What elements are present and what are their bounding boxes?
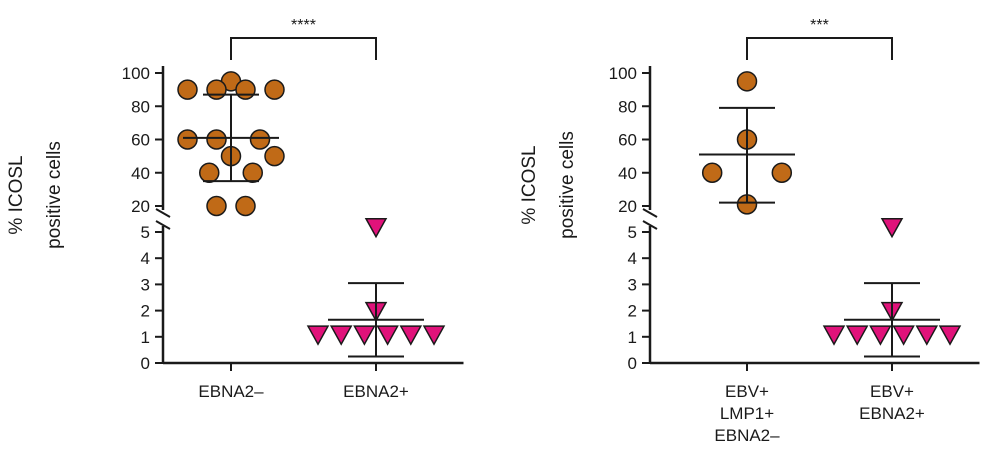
chart-2: 20 40 60 80 100 0 1 2 3 4 5 % ICOSL positive cells EB…: [519, 17, 980, 445]
y-tick-label: 2: [628, 302, 637, 321]
data-point-circle: [264, 79, 285, 100]
data-point-circle: [199, 162, 220, 183]
y-tick-label: 1: [141, 328, 150, 347]
data-point-circle: [736, 71, 758, 92]
significance-bracket: [746, 37, 893, 60]
x-category-label: EBV+: [725, 382, 769, 401]
data-point-triangle: [376, 325, 399, 346]
data-point-circle: [206, 79, 227, 100]
y-tick-label: 60: [131, 131, 150, 150]
x-category-label: LMP1+: [720, 404, 774, 423]
y-tick-label: 40: [618, 164, 637, 183]
axis-break-mark: [155, 220, 171, 230]
y-tick-label: 20: [131, 197, 150, 216]
x-category-label: EBNA2+: [343, 382, 409, 401]
y-axis-label: % ICOSL: [519, 145, 540, 224]
data-point-circle: [206, 129, 227, 150]
axis-break-mark: [155, 208, 171, 218]
y-tick-label: 2: [141, 302, 150, 321]
data-point-circle: [177, 79, 198, 100]
y-tick-label: 4: [628, 249, 637, 268]
y-tick-label: 100: [609, 64, 637, 83]
y-tick-label: 60: [618, 131, 637, 150]
chart-1: 20 40 60 80 100 0 1 2 3 4 5 % ICOSL positive cells EB…: [6, 17, 464, 401]
y-tick-label: 1: [628, 328, 637, 347]
data-point-triangle: [938, 325, 962, 346]
data-point-circle: [235, 79, 256, 100]
data-point-triangle: [845, 325, 869, 346]
data-point-triangle: [422, 325, 446, 346]
axis-break-mark: [642, 220, 658, 230]
data-point-triangle: [880, 218, 904, 239]
significance-bracket: [230, 37, 377, 60]
data-point-circle: [206, 195, 227, 217]
x-category-label: EBNA2–: [714, 426, 780, 445]
y-tick-label: 80: [131, 97, 150, 116]
significance-label: ***: [810, 17, 829, 34]
data-point-circle: [701, 162, 723, 183]
y-tick-label: 3: [141, 275, 150, 294]
y-tick-label: 5: [141, 223, 150, 242]
data-point-triangle: [892, 325, 915, 346]
y-tick-label: 5: [628, 223, 637, 242]
y-tick-label: 100: [122, 64, 150, 83]
data-point-circle: [771, 162, 793, 183]
data-point-circle: [235, 195, 256, 217]
y-tick-label: 3: [628, 275, 637, 294]
y-tick-label: 40: [131, 164, 150, 183]
x-category-label: EBV+: [870, 382, 914, 401]
data-point-triangle: [915, 325, 939, 346]
data-point-triangle: [329, 325, 353, 346]
x-category-label: EBNA2+: [859, 404, 925, 423]
data-point-circle: [249, 129, 271, 150]
y-tick-label: 0: [628, 354, 637, 373]
data-point-triangle: [869, 325, 892, 346]
data-point-triangle: [306, 325, 330, 346]
significance-label: ****: [291, 17, 316, 34]
x-category-label: EBNA2–: [198, 382, 264, 401]
axis-break-mark: [642, 208, 658, 218]
data-point-triangle: [822, 325, 846, 346]
data-point-circle: [242, 162, 263, 183]
y-tick-label: 0: [141, 354, 150, 373]
data-point-circle: [177, 129, 198, 150]
data-point-triangle: [399, 325, 423, 346]
y-axis-label: positive cells: [557, 131, 578, 239]
y-axis-label: positive cells: [44, 141, 65, 249]
data-point-circle: [264, 145, 285, 167]
y-tick-label: 20: [618, 197, 637, 216]
data-point-triangle: [364, 218, 388, 239]
y-axis-label: % ICOSL: [6, 155, 27, 234]
y-tick-label: 4: [141, 249, 150, 268]
y-tick-label: 80: [618, 97, 637, 116]
data-point-triangle: [353, 325, 376, 346]
